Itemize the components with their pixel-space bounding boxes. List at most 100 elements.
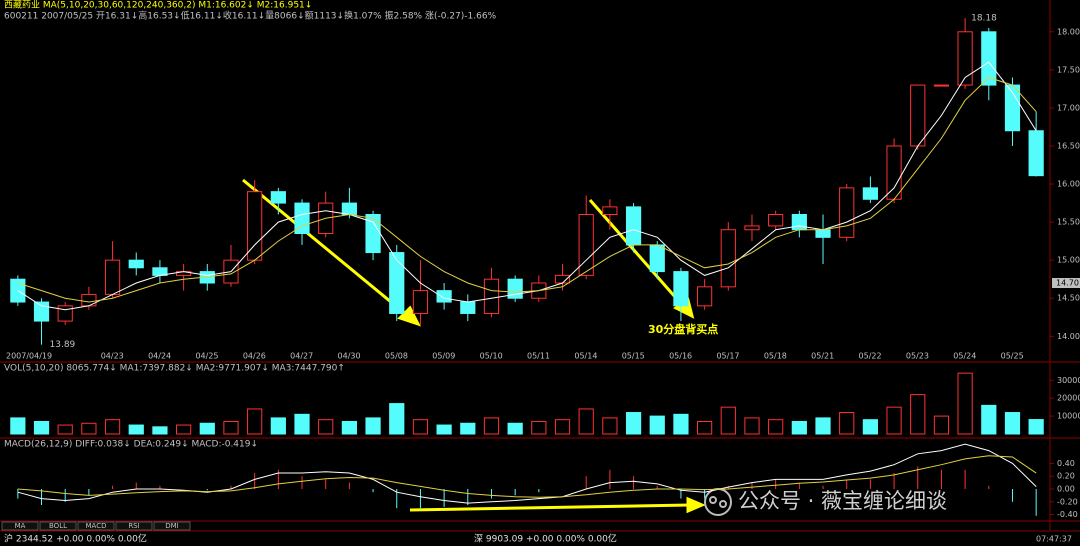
candle-body [933,84,950,87]
x-tick-label: 05/23 [906,352,929,361]
vol-title: VOL(5,10,20) 8065.774↓ MA1:7397.882↓ MA2… [4,364,345,374]
x-tick-label: 04/27 [290,352,313,361]
candle-body [294,202,310,235]
volume-bar [697,420,713,435]
volume-bar [744,417,760,435]
macd-title: MACD(26,12,9) DIFF:0.038↓ DEA:0.249↓ MAC… [4,440,258,450]
volume-bar [412,419,429,435]
volume-bar [81,422,97,435]
volume-bar [578,408,594,435]
status-sz: 深 9903.09 +0.00 0.00% 0.00亿 [474,533,617,545]
watermark: 公众号 · 薇宝缠论细谈 [738,489,947,513]
y-tick-label: 18.00 [1057,27,1080,36]
annotation: 18.18 [971,14,997,24]
price-tag-label: 14.70 [1056,279,1079,288]
volume-bar [602,417,618,435]
y-tick-label: 30000 [1057,376,1080,385]
volume-bar [933,415,950,435]
tab-label[interactable]: DMI [165,522,179,530]
x-tick-label: 05/21 [811,352,834,361]
candle-body [460,301,476,314]
candle-body [389,252,405,314]
candle-body [104,259,121,295]
tab[interactable] [115,521,153,531]
volume-bar [270,417,286,435]
tab[interactable] [153,521,191,531]
x-tick-label: 05/15 [622,352,645,361]
volume-bar [460,422,476,435]
candle-body [981,31,997,86]
candle-body [270,191,286,204]
volume-bar [768,419,784,435]
candle-body [791,213,807,231]
candle-body [33,301,50,322]
x-tick-label: 05/22 [859,352,882,361]
volume-bar [531,420,547,435]
tab[interactable] [1,521,39,531]
y-tick-label: 0.40 [1057,459,1075,468]
y-tick-label: 10000 [1057,412,1080,421]
volume-bar [862,419,878,435]
volume-bar [1028,419,1044,435]
candle-body [554,274,571,284]
tab[interactable] [39,521,77,531]
x-tick-label: 04/25 [195,352,218,361]
volume-bar [223,420,239,435]
tab-label[interactable]: BOLL [49,522,67,530]
y-tick-label: 0.20 [1057,472,1075,481]
y-tick-label: 17.50 [1057,65,1080,74]
indicator-line [17,455,1037,498]
volume-bar [247,408,263,435]
candle-body [886,145,902,200]
candle-body [697,286,713,307]
candle-body [483,278,500,314]
candle-body [744,225,760,231]
tab[interactable] [77,521,115,531]
volume-bar [886,406,902,435]
volume-bar [625,412,642,435]
tab-label[interactable]: RSI [128,522,139,530]
price-tag [1052,278,1080,289]
candle-body [128,259,144,269]
volume-bar [341,420,357,435]
x-tick-label: 04/30 [338,352,361,361]
y-tick-label: 16.50 [1057,141,1080,150]
candle-body [1028,130,1044,177]
x-tick-label: 04/23 [101,352,124,361]
x-tick-label: 05/09 [432,352,455,361]
x-tick-label: 05/10 [480,352,503,361]
volume-bar [483,417,500,435]
status-sh: 沪 2344.52 +0.00 0.00% 0.00亿 [4,533,147,545]
volume-bar [436,424,452,435]
candle-body [412,290,429,314]
x-tick-label: 05/18 [764,352,787,361]
y-tick-label: 15.50 [1057,218,1080,227]
volume-bar [981,404,997,435]
volume-bar [318,419,334,435]
y-tick-label: 15.00 [1057,256,1080,265]
x-tick-label: 05/16 [669,352,692,361]
tab-label[interactable]: MA [15,522,26,530]
volume-bar [176,424,192,435]
x-tick-label: 2007/04/19 [6,352,52,361]
candle-body [910,84,926,147]
volume-bar [910,394,926,435]
volume-bar [673,413,689,435]
indicator-line [17,76,1037,303]
candle-body [57,305,73,322]
x-tick-label: 04/26 [243,352,266,361]
candle-body [649,244,665,273]
volume-bar [649,415,665,435]
candle-body [720,229,736,288]
x-tick-label: 05/25 [1001,352,1024,361]
indicator-line [17,61,1037,311]
header-line2: 600211 2007/05/25 开16.31↓高16.53↓低16.11↓收… [4,10,497,22]
volume-bar [365,417,381,435]
volume-bar [33,420,50,435]
panel-frames [0,0,1080,532]
candle-body [768,213,784,227]
volume-bar [839,412,855,435]
tab-label[interactable]: MACD [86,522,107,530]
y-tick-label: -0.20 [1057,497,1078,506]
